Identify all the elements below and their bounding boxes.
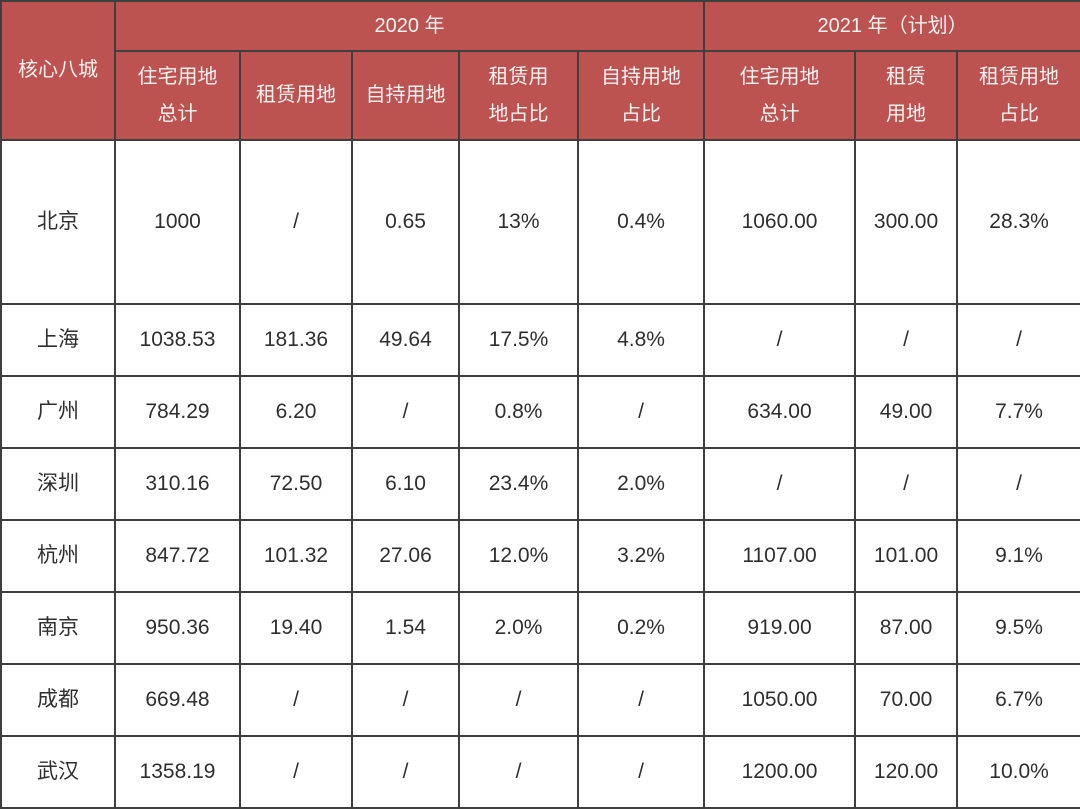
value-cell: 49.00: [854, 375, 959, 449]
table-row-hangzhou: 杭州 847.72 101.32 27.06 12.0% 3.2% 1107.0…: [0, 519, 1080, 593]
value-cell: /: [703, 447, 857, 521]
value-cell: 6.10: [351, 447, 460, 521]
value-cell: 1.54: [351, 591, 460, 665]
value-cell: 87.00: [854, 591, 959, 665]
value-cell: 49.64: [351, 303, 460, 377]
city-cell: 杭州: [0, 519, 116, 593]
value-cell: 784.29: [114, 375, 241, 449]
value-cell: /: [854, 303, 959, 377]
value-cell: /: [956, 447, 1080, 521]
city-cell: 南京: [0, 591, 116, 665]
value-cell: /: [458, 735, 579, 809]
value-cell: 9.5%: [956, 591, 1080, 665]
city-cell: 武汉: [0, 735, 116, 809]
value-cell: 23.4%: [458, 447, 579, 521]
header-2020-selfheld-share: 自持用地 占比: [576, 50, 706, 141]
value-cell: 72.50: [239, 447, 353, 521]
value-cell: 2.0%: [458, 591, 579, 665]
value-cell: /: [351, 663, 460, 737]
value-cell: 4.8%: [576, 303, 706, 377]
value-cell: 9.1%: [956, 519, 1080, 593]
value-cell: 3.2%: [576, 519, 706, 593]
value-cell: 1107.00: [703, 519, 857, 593]
value-cell: 10.0%: [956, 735, 1080, 809]
value-cell: 120.00: [854, 735, 959, 809]
value-cell: 1038.53: [114, 303, 241, 377]
value-cell: 19.40: [239, 591, 353, 665]
header-2020-residential-total: 住宅用地 总计: [114, 50, 241, 141]
table-row-shenzhen: 深圳 310.16 72.50 6.10 23.4% 2.0% / / /: [0, 447, 1080, 521]
value-cell: 6.20: [239, 375, 353, 449]
header-2020-selfheld-land: 自持用地: [351, 50, 460, 141]
table-row-chengdu: 成都 669.48 / / / / 1050.00 70.00 6.7%: [0, 663, 1080, 737]
table-row-shanghai: 上海 1038.53 181.36 49.64 17.5% 4.8% / / /: [0, 303, 1080, 377]
value-cell: 28.3%: [956, 139, 1080, 305]
value-cell: 1358.19: [114, 735, 241, 809]
value-cell: /: [576, 663, 706, 737]
value-cell: 1050.00: [703, 663, 857, 737]
value-cell: /: [458, 663, 579, 737]
value-cell: 2.0%: [576, 447, 706, 521]
value-cell: /: [239, 139, 353, 305]
value-cell: 919.00: [703, 591, 857, 665]
value-cell: /: [351, 735, 460, 809]
city-cell: 深圳: [0, 447, 116, 521]
value-cell: /: [854, 447, 959, 521]
header-2021-residential-total: 住宅用地 总计: [703, 50, 857, 141]
value-cell: 181.36: [239, 303, 353, 377]
header-group-2021-plan: 2021 年（计划）: [703, 0, 1080, 52]
header-2021-rental-land: 租赁 用地: [854, 50, 959, 141]
value-cell: /: [956, 303, 1080, 377]
value-cell: 0.8%: [458, 375, 579, 449]
value-cell: /: [576, 735, 706, 809]
table-row-guangzhou: 广州 784.29 6.20 / 0.8% / 634.00 49.00 7.7…: [0, 375, 1080, 449]
city-cell: 成都: [0, 663, 116, 737]
value-cell: /: [576, 375, 706, 449]
table-row-nanjing: 南京 950.36 19.40 1.54 2.0% 0.2% 919.00 87…: [0, 591, 1080, 665]
value-cell: 1060.00: [703, 139, 857, 305]
header-sub-row: 住宅用地 总计 租赁用地 自持用地 租赁用 地占比 自持用地 占比 住宅用地 总…: [1, 50, 1080, 141]
header-group-2020: 2020 年: [113, 0, 706, 52]
value-cell: /: [239, 735, 353, 809]
table-row-wuhan: 武汉 1358.19 / / / / 1200.00 120.00 10.0%: [0, 735, 1080, 809]
value-cell: 7.7%: [956, 375, 1080, 449]
value-cell: 27.06: [351, 519, 460, 593]
value-cell: 101.00: [854, 519, 959, 593]
table-row-beijing: 北京 1000 / 0.65 13% 0.4% 1060.00 300.00 2…: [0, 139, 1080, 305]
header-2020-rental-share: 租赁用 地占比: [458, 50, 579, 141]
value-cell: 0.65: [351, 139, 460, 305]
value-cell: 1200.00: [703, 735, 857, 809]
value-cell: /: [351, 375, 460, 449]
value-cell: 669.48: [114, 663, 241, 737]
value-cell: 17.5%: [458, 303, 579, 377]
value-cell: 847.72: [114, 519, 241, 593]
value-cell: 310.16: [114, 447, 241, 521]
header-2020-rental-land: 租赁用地: [239, 50, 353, 141]
value-cell: 12.0%: [458, 519, 579, 593]
value-cell: 6.7%: [956, 663, 1080, 737]
value-cell: /: [239, 663, 353, 737]
value-cell: 13%: [458, 139, 579, 305]
header-group-row: 核心八城 2020 年 2021 年（计划）: [0, 0, 1080, 141]
value-cell: 300.00: [854, 139, 959, 305]
value-cell: 0.4%: [576, 139, 706, 305]
header-2021-rental-share: 租赁用地 占比: [956, 50, 1080, 141]
value-cell: 70.00: [854, 663, 959, 737]
city-cell: 广州: [0, 375, 116, 449]
city-cell: 上海: [0, 303, 116, 377]
value-cell: 1000: [114, 139, 241, 305]
value-cell: 950.36: [114, 591, 241, 665]
value-cell: /: [703, 303, 857, 377]
value-cell: 101.32: [239, 519, 353, 593]
value-cell: 634.00: [703, 375, 857, 449]
value-cell: 0.2%: [576, 591, 706, 665]
city-cell: 北京: [0, 139, 116, 305]
corner-header-cities: 核心八城: [0, 0, 116, 141]
